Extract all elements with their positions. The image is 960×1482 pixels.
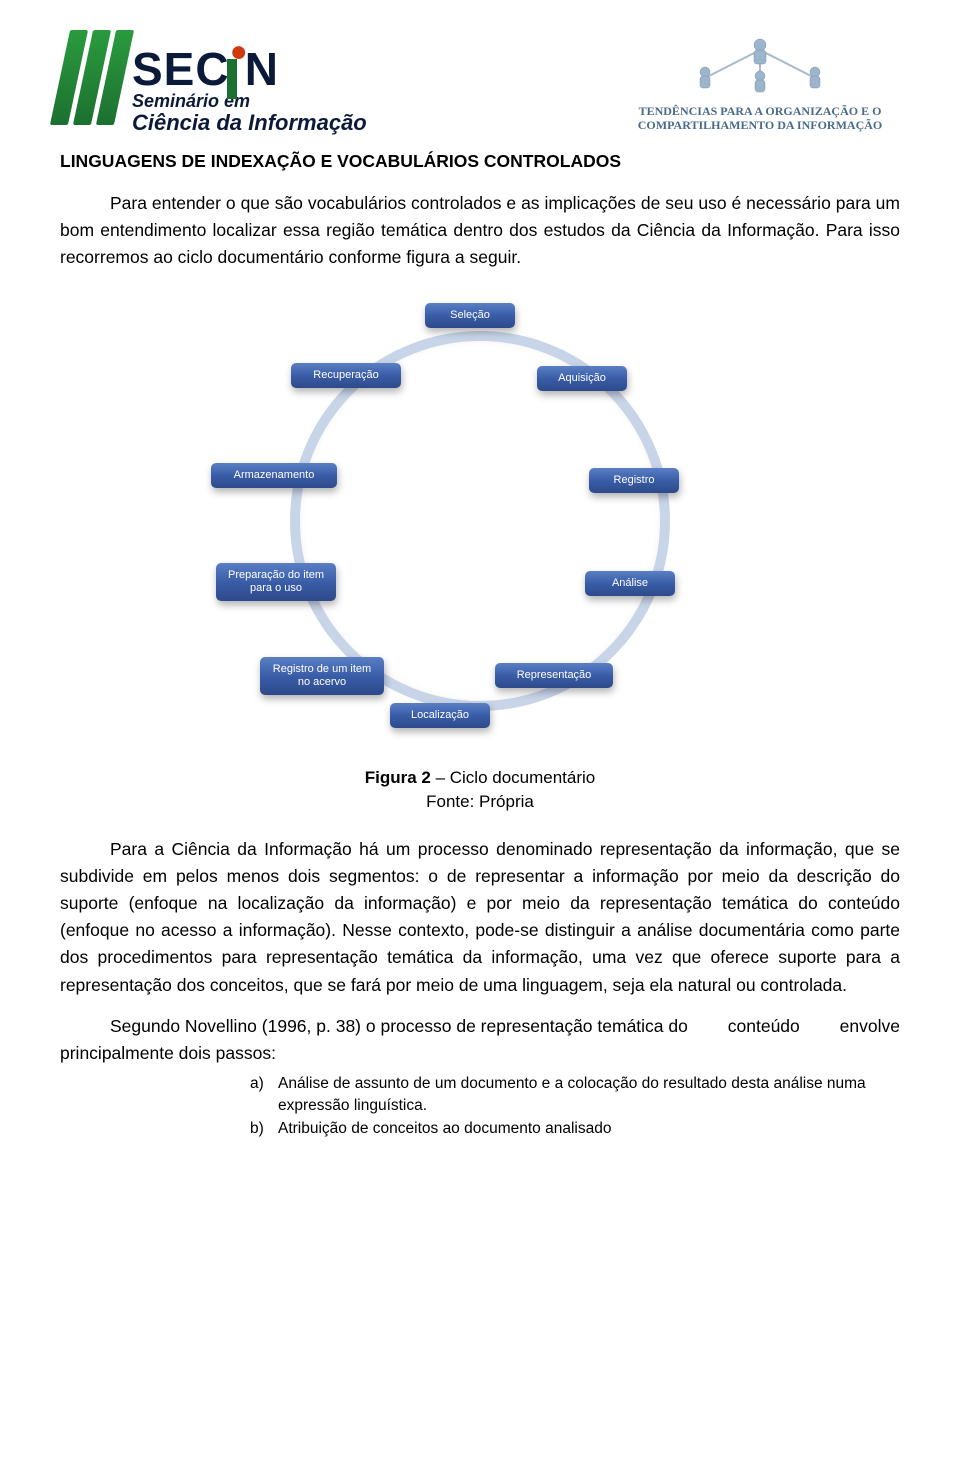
cycle-diagram-container: Seleção Aquisição Registro Análise Represent…	[60, 291, 900, 751]
caption-bold: Figura 2	[365, 768, 431, 787]
cycle-node: Análise	[585, 571, 675, 596]
paragraph-2: Para a Ciência da Informação há um proce…	[60, 836, 900, 999]
section-title: LINGUAGENS DE INDEXAÇÃO E VOCABULÁRIOS C…	[60, 151, 900, 172]
list-text: Análise de assunto de um documento e a c…	[278, 1073, 890, 1116]
brand-end: N	[245, 43, 279, 95]
header-right: TENDÊNCIAS PARA A ORGANIZAÇÃO E O COMPAR…	[620, 30, 900, 133]
cycle-node: Localização	[390, 703, 490, 728]
brand-text-block: SEC●N Seminário em Ciência da Informação	[132, 35, 367, 136]
brand-sub2: Ciência da Informação	[132, 110, 367, 136]
triple-bars-icon	[60, 30, 124, 125]
caption-rest: – Ciclo documentário	[431, 768, 595, 787]
list-item: a)Análise de assunto de um documento e a…	[250, 1073, 890, 1116]
list-marker: b)	[250, 1118, 278, 1140]
para3a: Segundo Novellino (1996, p. 38) o proces…	[60, 1013, 688, 1040]
brand-i: ●	[230, 37, 249, 97]
figure-caption: Figura 2 – Ciclo documentário Fonte: Pró…	[60, 766, 900, 814]
cycle-node: Recuperação	[291, 363, 401, 388]
page-root: SEC●N Seminário em Ciência da Informação	[0, 0, 960, 1182]
network-icon	[670, 30, 850, 100]
ordered-list: a)Análise de assunto de um documento e a…	[250, 1073, 890, 1140]
list-text: Atribuição de conceitos ao documento ana…	[278, 1118, 611, 1140]
caption-source: Fonte: Própria	[426, 792, 534, 811]
brand-title: SEC●N	[132, 35, 367, 95]
header-tagline: TENDÊNCIAS PARA A ORGANIZAÇÃO E O COMPAR…	[620, 104, 900, 133]
paragraph-3: Segundo Novellino (1996, p. 38) o proces…	[60, 1013, 900, 1067]
cycle-node: Preparação do item para o uso	[216, 563, 336, 600]
cycle-node: Seleção	[425, 303, 515, 328]
header: SEC●N Seminário em Ciência da Informação	[60, 30, 900, 136]
cycle-node: Registro	[589, 468, 679, 493]
brand-sub1: Seminário em	[132, 91, 367, 112]
cycle-node: Aquisição	[537, 366, 627, 391]
cycle-diagram: Seleção Aquisição Registro Análise Represent…	[230, 291, 730, 751]
cycle-node: Representação	[495, 663, 613, 688]
brand-main: SEC	[132, 43, 230, 95]
cycle-node: Armazenamento	[211, 463, 337, 488]
paragraph-1: Para entender o que são vocabulários con…	[60, 190, 900, 271]
list-marker: a)	[250, 1073, 278, 1116]
logo-left: SEC●N Seminário em Ciência da Informação	[60, 30, 367, 136]
list-item: b)Atribuição de conceitos ao documento a…	[250, 1118, 890, 1140]
cycle-node: Registro de um item no acervo	[260, 657, 384, 694]
